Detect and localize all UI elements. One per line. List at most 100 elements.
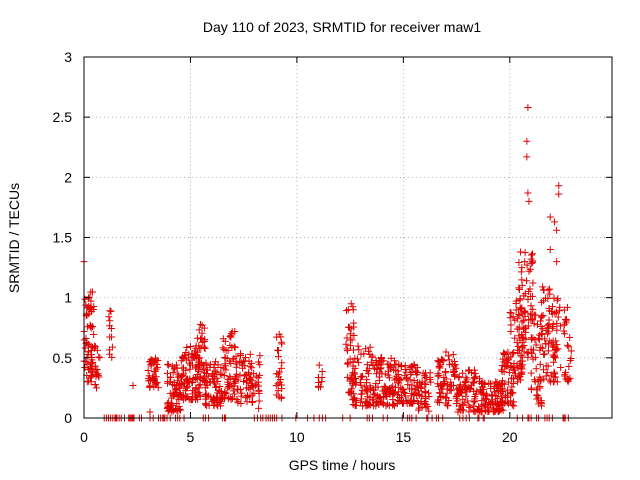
data-point xyxy=(546,290,554,298)
data-point xyxy=(186,375,194,383)
data-point xyxy=(533,321,541,329)
data-point xyxy=(490,407,498,415)
data-point xyxy=(243,392,251,400)
data-point xyxy=(485,379,493,387)
data-point xyxy=(515,346,523,354)
data-point xyxy=(370,365,378,373)
data-point xyxy=(222,389,230,397)
data-point xyxy=(239,364,247,372)
data-point xyxy=(394,367,402,375)
data-point xyxy=(373,398,381,406)
data-point xyxy=(445,356,453,364)
data-point xyxy=(350,395,358,403)
data-point xyxy=(350,331,358,339)
data-point xyxy=(346,330,354,338)
data-point xyxy=(273,370,281,378)
data-point xyxy=(164,407,172,415)
data-point xyxy=(529,279,537,287)
data-point xyxy=(198,329,206,337)
data-point xyxy=(87,360,95,368)
data-point xyxy=(362,345,370,353)
data-point xyxy=(469,379,477,387)
data-point xyxy=(394,391,402,399)
data-point xyxy=(456,402,464,410)
data-point xyxy=(94,371,102,379)
data-point xyxy=(152,380,160,388)
data-point xyxy=(95,353,103,361)
data-point xyxy=(454,397,462,405)
data-point xyxy=(89,358,97,366)
data-point xyxy=(549,323,557,331)
data-point xyxy=(245,375,253,383)
data-point xyxy=(254,382,262,390)
data-points xyxy=(80,104,575,422)
data-point xyxy=(520,342,528,350)
data-point xyxy=(537,313,545,321)
data-point xyxy=(191,388,199,396)
data-point xyxy=(224,347,232,355)
data-point xyxy=(509,380,517,388)
data-point xyxy=(523,153,531,161)
data-point xyxy=(487,384,495,392)
data-point xyxy=(555,182,563,190)
data-point xyxy=(499,399,507,407)
data-point xyxy=(528,315,536,323)
data-point xyxy=(314,374,322,382)
data-point xyxy=(364,393,372,401)
data-point xyxy=(458,389,466,397)
data-point xyxy=(542,294,550,302)
data-point xyxy=(540,366,548,374)
data-point xyxy=(275,330,283,338)
data-point xyxy=(473,387,481,395)
data-point xyxy=(221,354,229,362)
data-point xyxy=(349,358,357,366)
data-point xyxy=(524,322,532,330)
data-point xyxy=(276,378,284,386)
data-point xyxy=(179,355,187,363)
data-point xyxy=(540,350,548,358)
data-point xyxy=(504,400,512,408)
data-point xyxy=(434,357,442,365)
data-point xyxy=(471,392,479,400)
data-point xyxy=(550,294,558,302)
data-point xyxy=(537,402,545,410)
data-point xyxy=(364,370,372,378)
data-point xyxy=(254,374,262,382)
data-point xyxy=(553,319,561,327)
data-point xyxy=(277,364,285,372)
data-point xyxy=(440,373,448,381)
data-point xyxy=(523,348,531,356)
data-point xyxy=(546,213,554,221)
data-point xyxy=(176,405,184,413)
data-point xyxy=(421,400,429,408)
data-point xyxy=(467,384,475,392)
data-point xyxy=(195,382,203,390)
data-point xyxy=(482,400,490,408)
data-point xyxy=(445,396,453,404)
data-point xyxy=(129,382,137,390)
data-point xyxy=(351,364,359,372)
data-point xyxy=(546,246,554,254)
data-point xyxy=(169,368,177,376)
data-point xyxy=(507,327,515,335)
data-point xyxy=(200,374,208,382)
data-point xyxy=(315,382,323,390)
data-point xyxy=(226,393,234,401)
data-point xyxy=(492,392,500,400)
data-point xyxy=(530,320,538,328)
data-point xyxy=(523,137,531,145)
data-point xyxy=(527,335,535,343)
data-point xyxy=(106,317,114,325)
data-point xyxy=(363,366,371,374)
data-point xyxy=(249,383,257,391)
data-point xyxy=(165,361,173,369)
data-point xyxy=(448,360,456,368)
data-point xyxy=(233,385,241,393)
data-point xyxy=(435,371,443,379)
data-point xyxy=(561,330,569,338)
data-point xyxy=(228,343,236,351)
data-point xyxy=(435,357,443,365)
data-point xyxy=(402,374,410,382)
data-point xyxy=(179,364,187,372)
data-point xyxy=(515,323,523,331)
